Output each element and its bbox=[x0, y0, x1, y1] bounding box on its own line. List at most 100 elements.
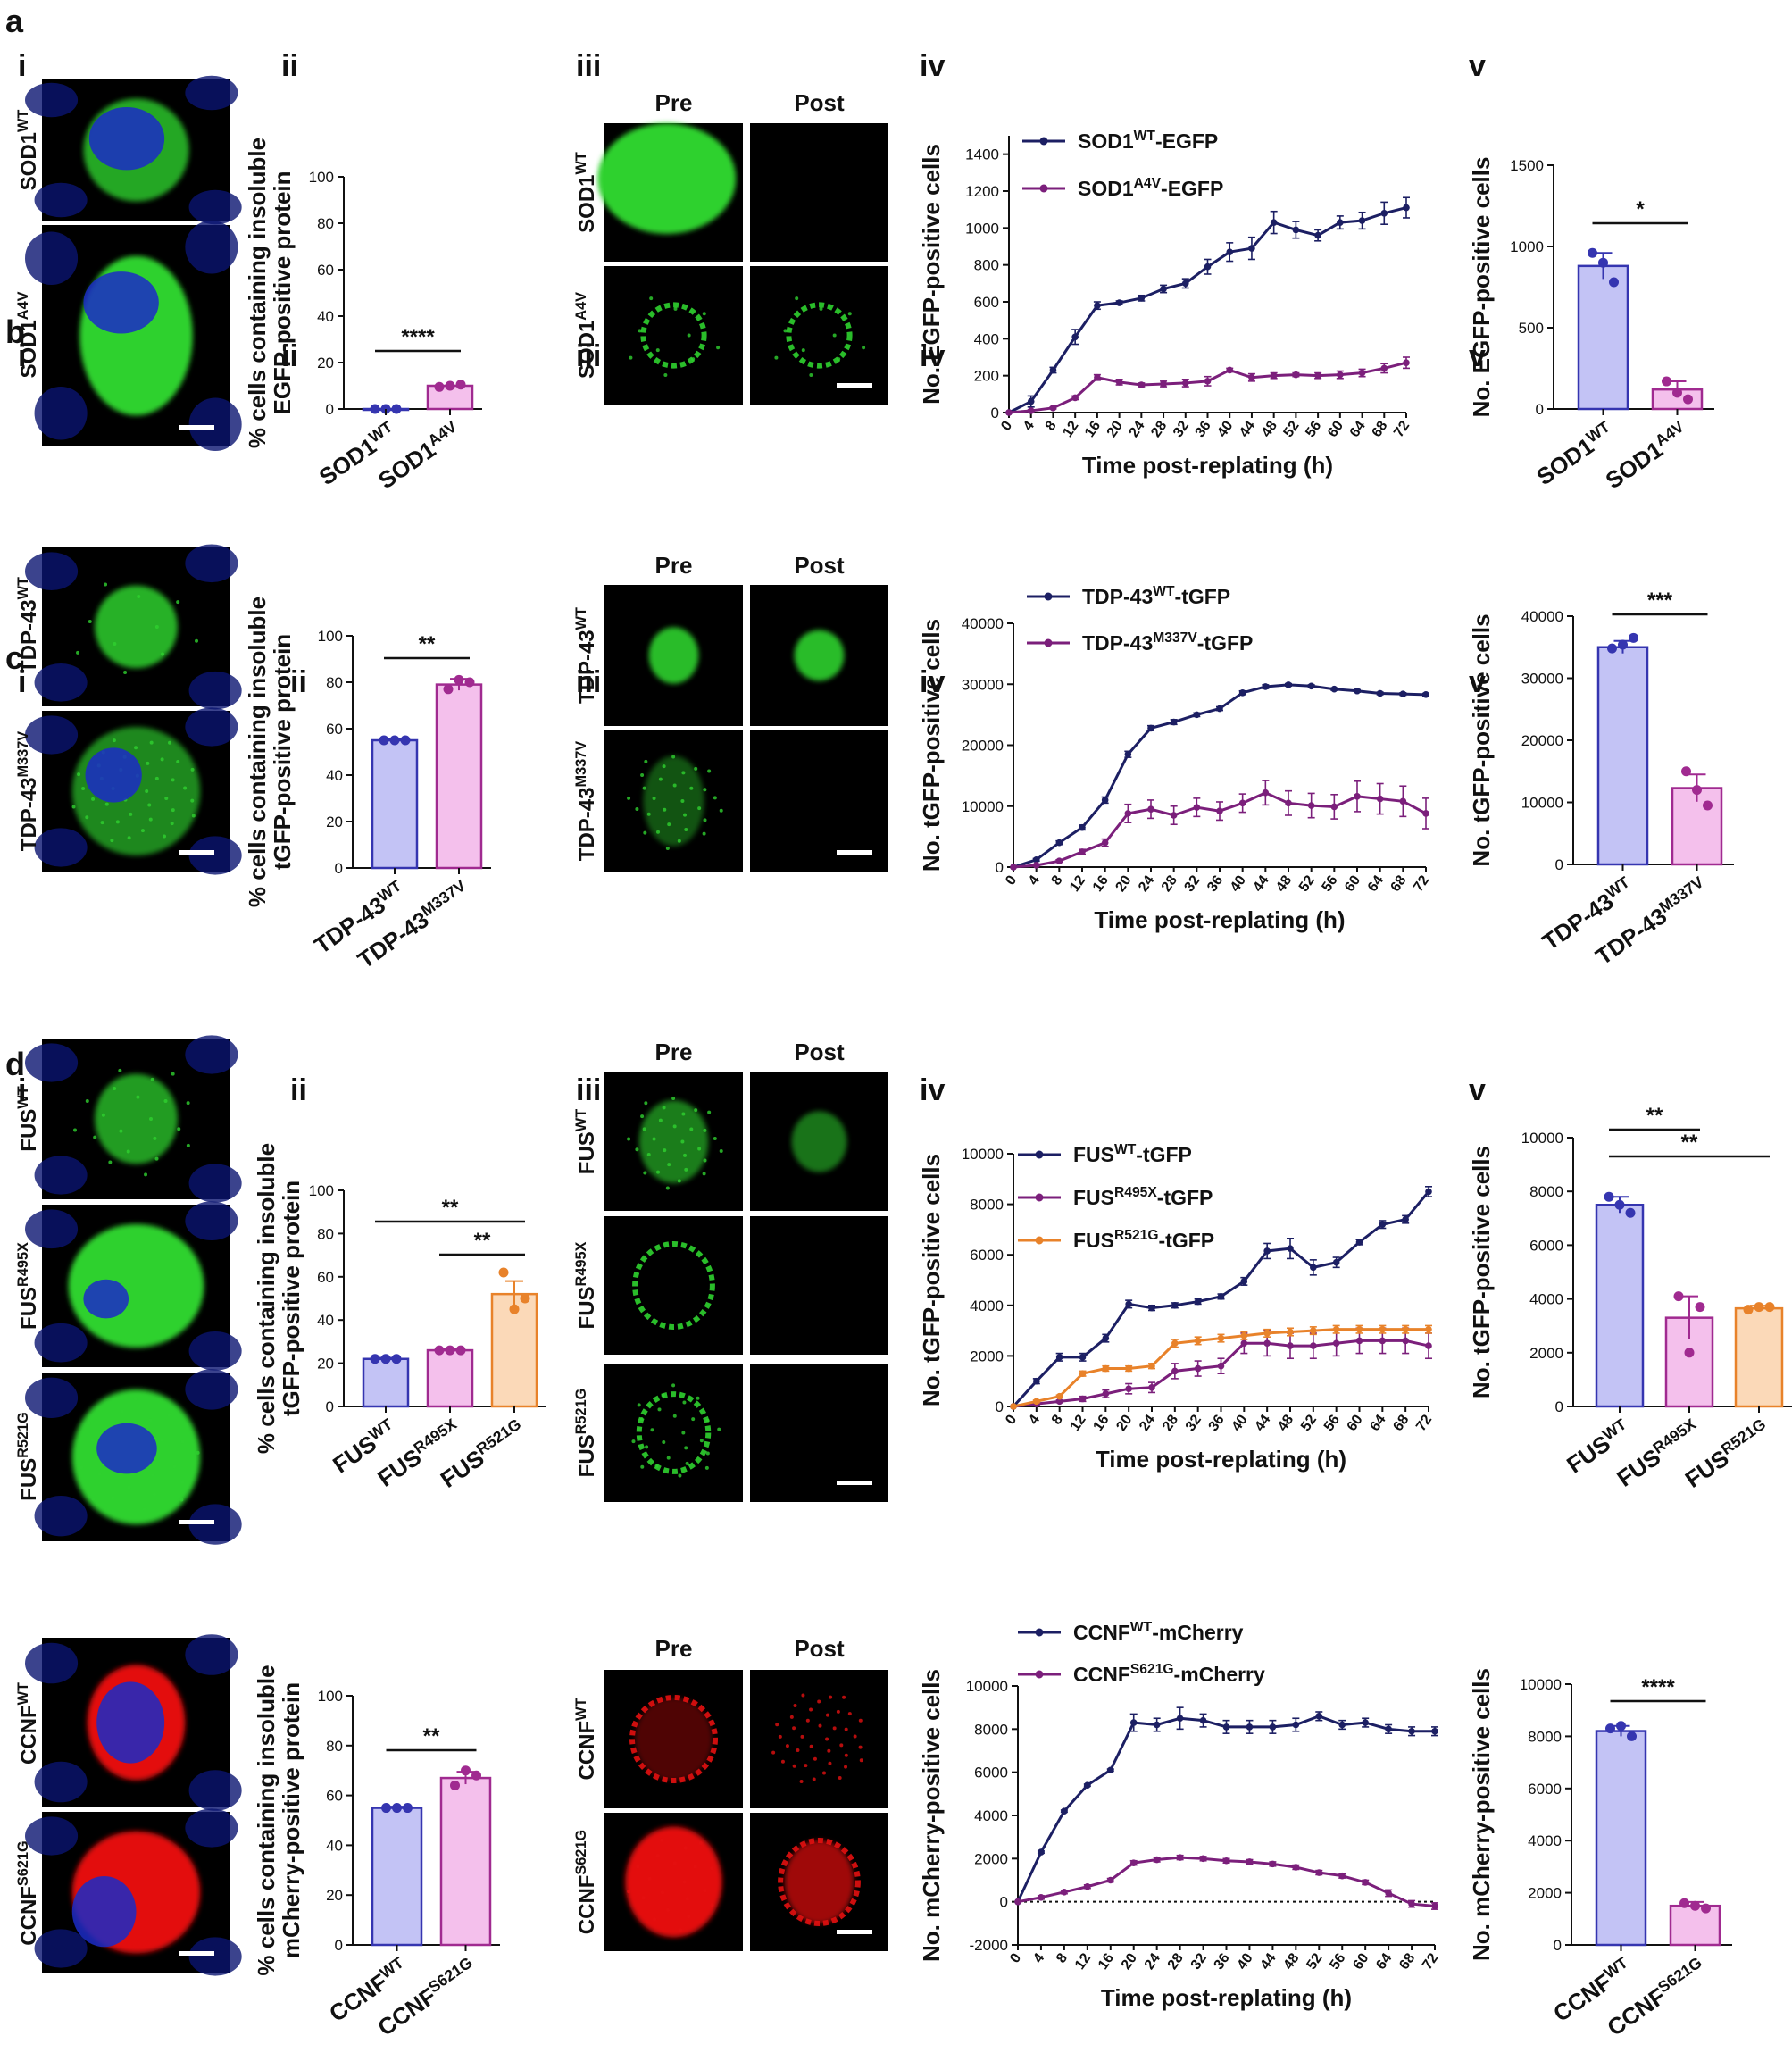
data-point bbox=[1246, 1723, 1254, 1731]
puncta bbox=[783, 329, 788, 333]
legend-marker-1 bbox=[1035, 1193, 1044, 1202]
data-point bbox=[1160, 380, 1167, 388]
micro-b-iii-pre-0 bbox=[604, 585, 743, 726]
data-point bbox=[498, 1267, 509, 1278]
y-tick-label: 1200 bbox=[965, 183, 999, 200]
puncta bbox=[713, 796, 717, 800]
puncta bbox=[631, 1439, 636, 1444]
data-point bbox=[1217, 1334, 1225, 1342]
puncta bbox=[705, 1451, 710, 1456]
puncta bbox=[190, 767, 195, 772]
pre-header-d-iii: Pre bbox=[655, 1635, 693, 1662]
data-point bbox=[381, 1803, 391, 1814]
puncta bbox=[859, 1758, 863, 1763]
puncta bbox=[652, 1137, 656, 1141]
data-point bbox=[1240, 1278, 1248, 1285]
y-tick-label: 20000 bbox=[1521, 732, 1563, 749]
data-point bbox=[1310, 1264, 1317, 1272]
aggregate-ring bbox=[640, 302, 707, 369]
data-point bbox=[1616, 1721, 1626, 1731]
y-tick-label: 400 bbox=[974, 330, 999, 347]
x-tick-label: 64 bbox=[1373, 1950, 1395, 1972]
puncta bbox=[644, 1101, 648, 1106]
puncta bbox=[687, 1914, 691, 1918]
cell-body bbox=[648, 627, 699, 684]
data-point bbox=[1422, 810, 1429, 817]
puncta bbox=[681, 1112, 686, 1116]
data-point bbox=[1332, 1339, 1340, 1348]
puncta bbox=[177, 1127, 181, 1131]
series-line-0 bbox=[1016, 1715, 1435, 1903]
puncta bbox=[118, 1068, 122, 1072]
x-tick-label: 24 bbox=[1137, 1412, 1158, 1433]
puncta bbox=[150, 1077, 154, 1081]
puncta bbox=[660, 1890, 664, 1895]
x-tick-label: 52 bbox=[1304, 1950, 1325, 1972]
bar-2 bbox=[1734, 1306, 1784, 1408]
data-point bbox=[1204, 378, 1212, 385]
data-point bbox=[1148, 1383, 1155, 1391]
puncta bbox=[775, 1723, 779, 1727]
puncta bbox=[683, 1153, 688, 1157]
data-point bbox=[1270, 219, 1278, 226]
data-point bbox=[1193, 711, 1201, 719]
data-point bbox=[1358, 217, 1366, 224]
puncta bbox=[710, 1866, 714, 1871]
x-axis-label-b_iv: Time post-replating (h) bbox=[1094, 906, 1345, 933]
x-tick-label: 32 bbox=[1171, 418, 1192, 439]
x-tick-label: 32 bbox=[1181, 872, 1203, 894]
puncta bbox=[853, 1734, 857, 1739]
legend-label-1: SOD1A4V-EGFP bbox=[1078, 176, 1223, 200]
puncta bbox=[780, 1759, 785, 1764]
puncta bbox=[653, 1917, 657, 1922]
data-point bbox=[1380, 210, 1388, 217]
x-tick-label: 8 bbox=[1043, 418, 1060, 433]
puncta bbox=[684, 828, 688, 832]
puncta bbox=[638, 329, 642, 333]
y-axis-label-a_ii-line2: EGFP-positive protein bbox=[269, 171, 296, 414]
bar-0 bbox=[371, 1807, 423, 1947]
puncta bbox=[91, 1497, 96, 1501]
puncta bbox=[719, 1149, 723, 1154]
puncta bbox=[697, 1147, 702, 1151]
scale-bar bbox=[837, 383, 872, 388]
panel-label-c-ii: ii bbox=[290, 665, 307, 699]
significance-label: **** bbox=[401, 325, 435, 349]
background-nucleus bbox=[34, 828, 88, 867]
data-point bbox=[1314, 231, 1321, 239]
x-tick-label: 48 bbox=[1259, 418, 1280, 439]
y-tick-label: 20 bbox=[317, 355, 334, 371]
section-label-d: d bbox=[5, 1046, 25, 1082]
background-nucleus bbox=[25, 552, 79, 591]
puncta bbox=[858, 1718, 863, 1723]
micro-background bbox=[750, 1216, 888, 1355]
puncta bbox=[809, 1707, 813, 1712]
y-tick-label: 0 bbox=[335, 860, 343, 877]
puncta bbox=[108, 1160, 113, 1164]
background-nucleus bbox=[185, 1201, 238, 1241]
puncta bbox=[170, 822, 174, 826]
micro-background bbox=[750, 266, 888, 405]
y-tick-label: 10000 bbox=[962, 798, 1004, 815]
label-c-i-r495x: FUSR495X bbox=[15, 1242, 41, 1330]
data-point bbox=[1216, 807, 1223, 815]
background-nucleus bbox=[25, 1377, 79, 1419]
puncta bbox=[677, 839, 681, 843]
data-point bbox=[1199, 1855, 1207, 1863]
puncta bbox=[703, 1158, 707, 1163]
data-point bbox=[1033, 1377, 1040, 1385]
y-tick-label: 1000 bbox=[965, 220, 999, 237]
puncta bbox=[796, 1748, 800, 1753]
micro-c-iii-pre-0 bbox=[604, 1072, 743, 1211]
y-tick-label: 80 bbox=[317, 215, 334, 232]
puncta bbox=[72, 1128, 77, 1132]
background-nucleus bbox=[25, 82, 79, 118]
puncta bbox=[805, 1718, 810, 1723]
micro-a-iii-pre-1 bbox=[604, 266, 743, 405]
puncta bbox=[168, 740, 172, 745]
puncta bbox=[627, 1890, 631, 1894]
data-point bbox=[1032, 856, 1040, 864]
puncta bbox=[658, 777, 663, 781]
puncta bbox=[191, 814, 196, 818]
y-tick-label: 8000 bbox=[974, 1721, 1008, 1738]
